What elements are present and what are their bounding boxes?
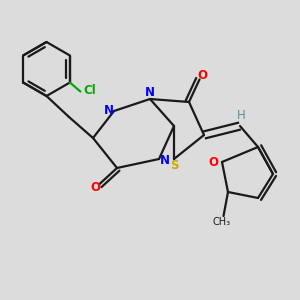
Text: O: O xyxy=(197,69,208,82)
Text: Cl: Cl xyxy=(83,83,96,97)
Text: O: O xyxy=(208,155,219,169)
Text: N: N xyxy=(160,154,170,167)
Text: S: S xyxy=(170,159,178,172)
Text: H: H xyxy=(237,109,246,122)
Text: N: N xyxy=(145,86,155,99)
Text: N: N xyxy=(103,104,114,118)
Text: CH₃: CH₃ xyxy=(213,217,231,227)
Text: O: O xyxy=(90,181,100,194)
